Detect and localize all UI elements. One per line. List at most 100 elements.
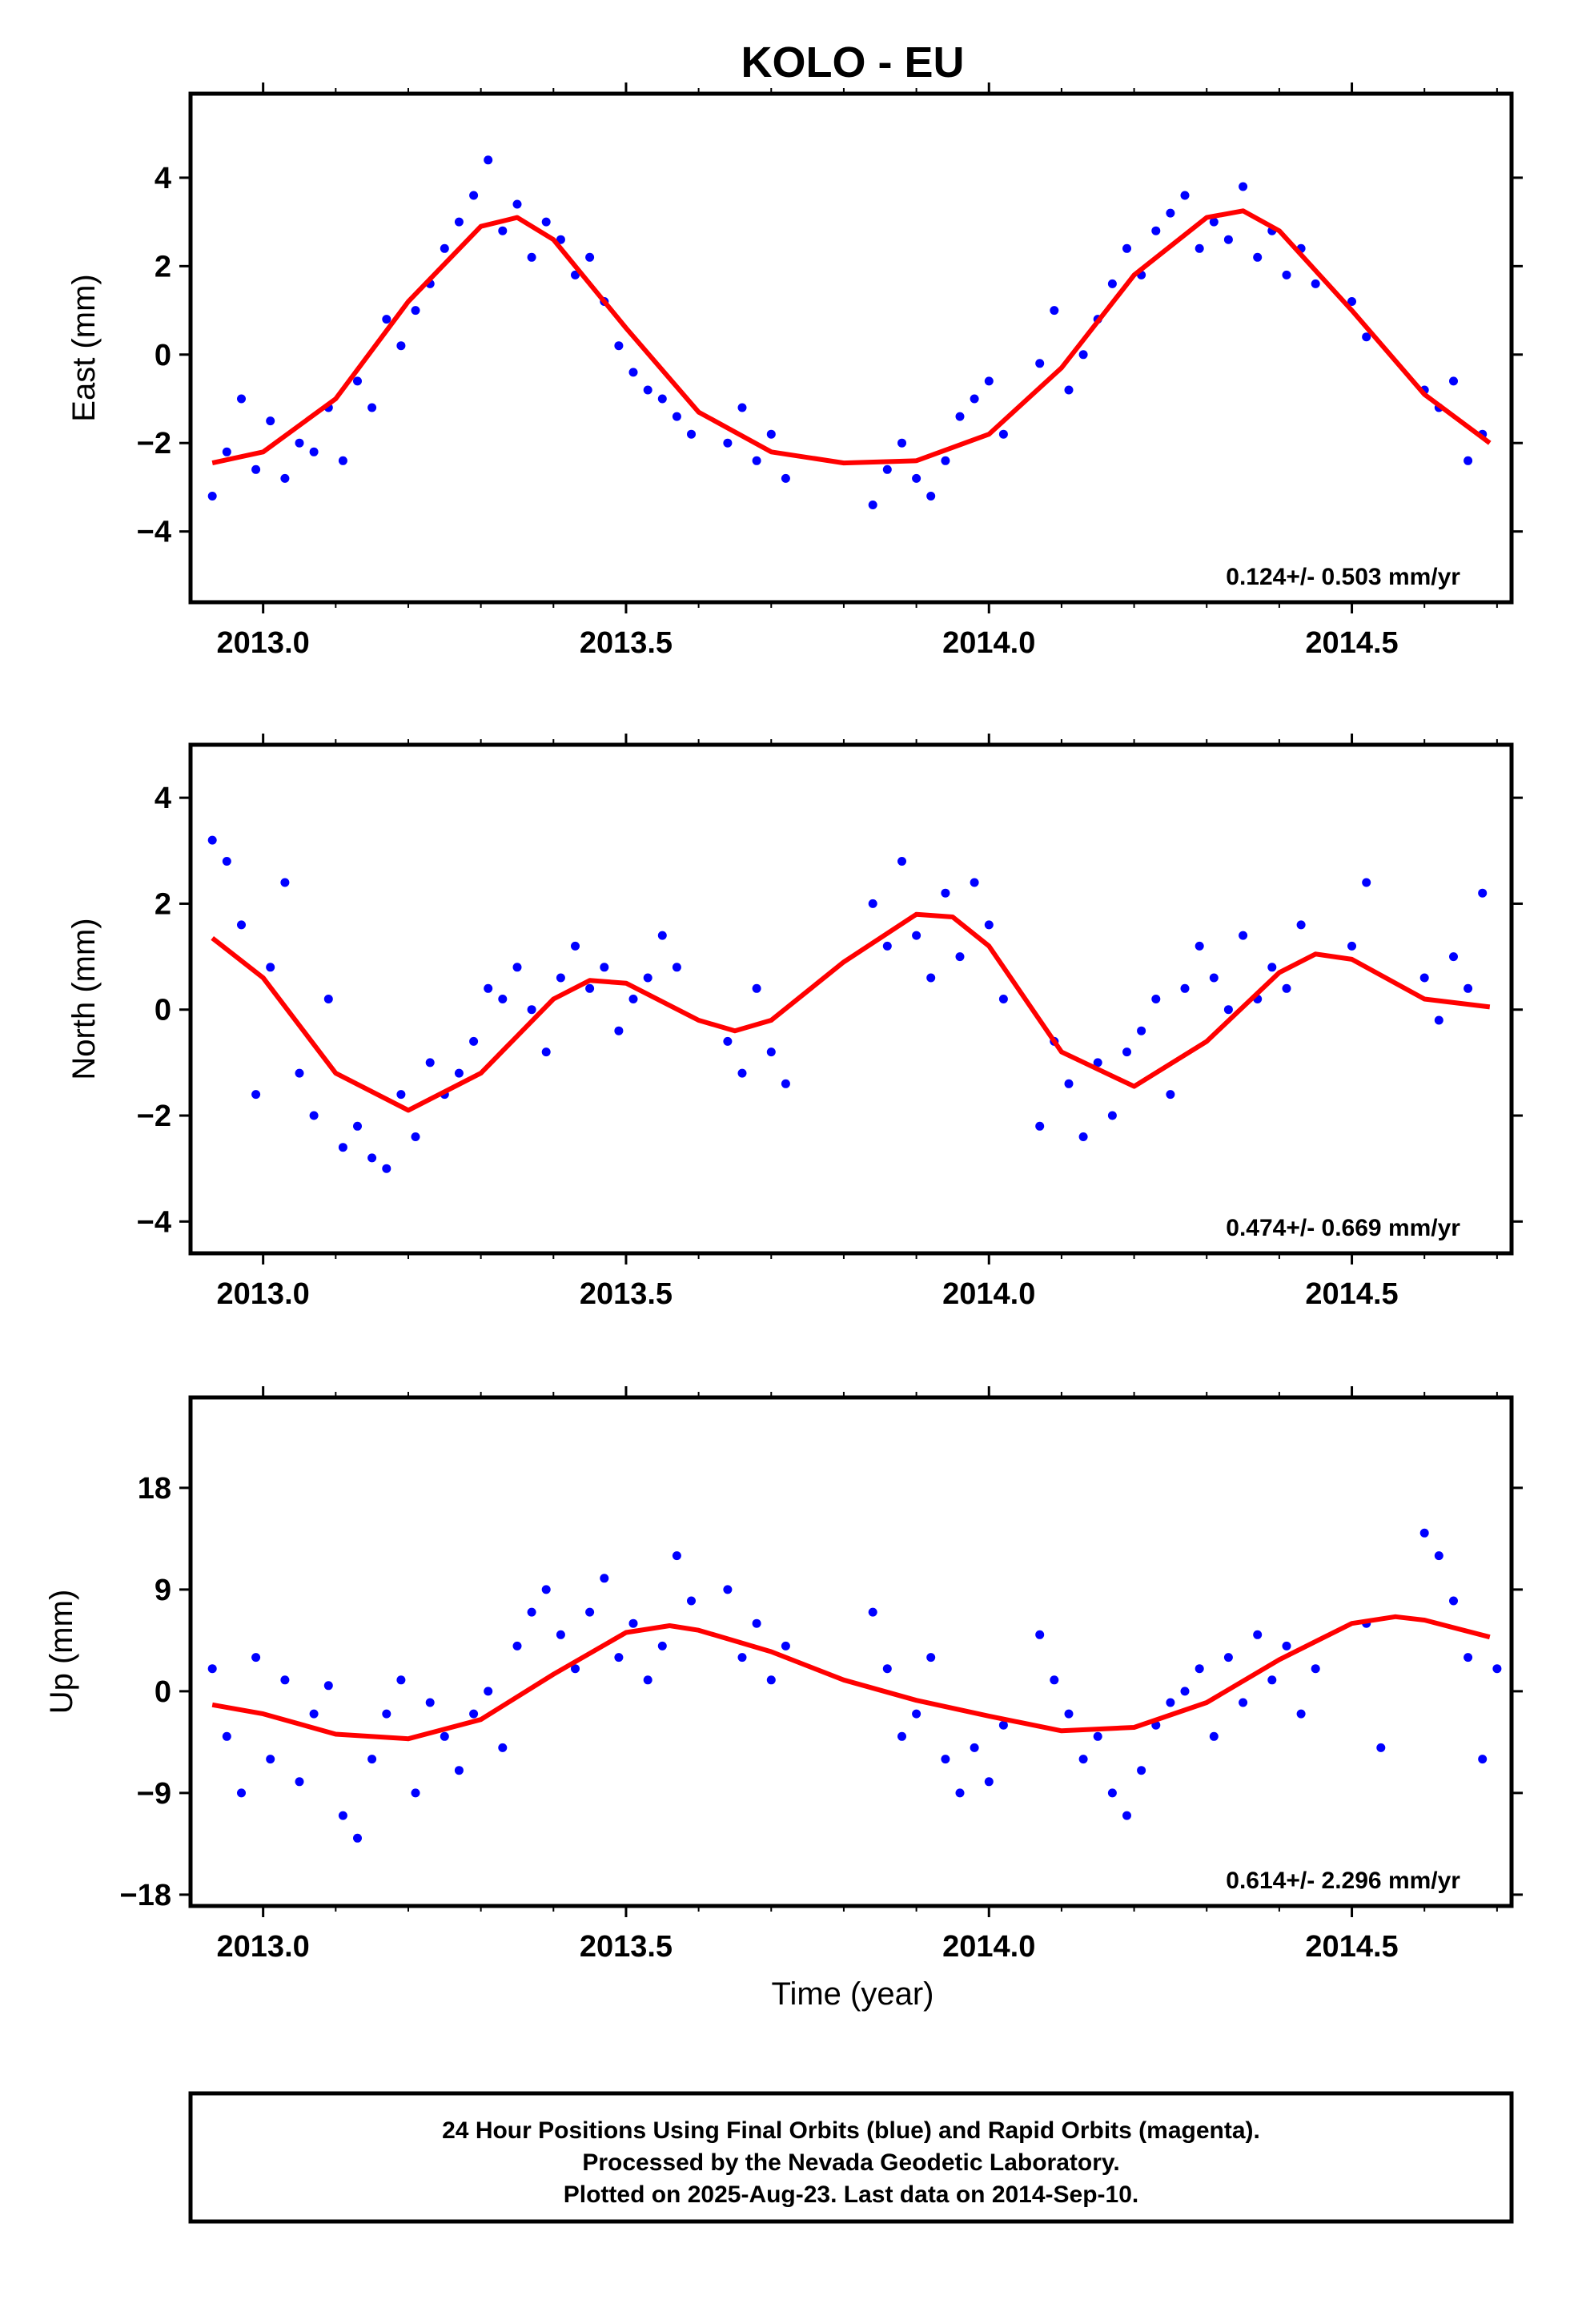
data-point [614, 1653, 624, 1663]
y-tick-label: 0 [155, 1675, 171, 1709]
data-point [1209, 1731, 1219, 1741]
data-point [926, 1653, 936, 1663]
data-point [998, 995, 1008, 1003]
data-point [1376, 1743, 1386, 1752]
data-point [323, 995, 333, 1003]
data-point [367, 403, 377, 412]
x-tick-label: 2014.5 [1305, 626, 1398, 660]
data-point [970, 878, 979, 887]
data-point [1151, 226, 1161, 235]
data-point [955, 412, 965, 421]
data-point [469, 191, 479, 200]
y-tick-label: 2 [155, 887, 171, 921]
data-point [657, 394, 667, 404]
y-tick-label: 0 [155, 339, 171, 372]
data-point [941, 1755, 950, 1764]
data-point [1223, 1653, 1233, 1663]
data-point [425, 1698, 435, 1707]
data-point [237, 1788, 246, 1798]
data-point [1296, 1709, 1306, 1719]
data-point [687, 429, 696, 439]
data-point [1464, 1653, 1473, 1663]
data-point [1449, 952, 1458, 962]
data-point [984, 376, 994, 386]
data-point [280, 878, 290, 887]
x-tick-label: 2013.5 [580, 1930, 673, 1964]
data-point [1449, 1596, 1458, 1606]
y-tick-label: 4 [155, 162, 171, 195]
data-point [1239, 1698, 1248, 1707]
data-point [998, 429, 1008, 439]
x-tick-label: 2013.5 [580, 1277, 673, 1311]
data-point [1107, 279, 1117, 288]
data-point [998, 1720, 1008, 1730]
footer-box: 24 Hour Positions Using Final Orbits (bl… [188, 2091, 1514, 2224]
data-point [723, 438, 733, 448]
data-point [1180, 191, 1190, 200]
data-point [353, 376, 362, 386]
data-point [882, 941, 892, 951]
data-point [926, 492, 936, 501]
data-point [1282, 1641, 1291, 1651]
data-point [1209, 217, 1219, 227]
data-point [1464, 983, 1473, 993]
east-panel: 2013.0 2013.5 2014.0 2014.5 4 2 0 −2 −4 East (mm)… [66, 82, 1523, 660]
data-point [207, 1664, 217, 1674]
data-point [1107, 1111, 1117, 1120]
data-point [571, 1664, 580, 1674]
y-tick-label: −4 [137, 516, 171, 549]
y-tick-label: 4 [155, 782, 171, 815]
data-point [527, 1005, 536, 1015]
data-point [1166, 1090, 1175, 1100]
x-tick-label: 2014.0 [942, 1930, 1035, 1964]
data-point [1078, 1755, 1088, 1764]
data-point [1166, 208, 1175, 218]
data-point [367, 1153, 377, 1163]
data-point [309, 447, 319, 456]
data-point [955, 1788, 965, 1798]
data-point [970, 1743, 979, 1752]
data-point [527, 1607, 536, 1617]
data-point [585, 1607, 595, 1617]
data-point [1195, 941, 1204, 951]
data-point [868, 1607, 877, 1617]
data-point [781, 1641, 790, 1651]
data-point [1151, 995, 1161, 1003]
data-point [657, 931, 667, 940]
data-point [498, 226, 508, 235]
data-point [556, 235, 565, 244]
model-fit-line [211, 1614, 1491, 1742]
data-point [251, 1653, 261, 1663]
data-point [614, 1026, 624, 1035]
data-point [657, 1641, 667, 1651]
data-point [585, 252, 595, 262]
plot-frame [188, 1395, 1514, 1908]
data-point [309, 1709, 319, 1719]
data-point [353, 1121, 362, 1131]
x-tick-label: 2013.5 [580, 626, 673, 660]
data-point [237, 920, 246, 930]
data-point [1035, 1630, 1045, 1639]
data-point [643, 385, 652, 395]
data-point [882, 1664, 892, 1674]
data-point [1223, 235, 1233, 244]
data-point [1362, 878, 1371, 887]
data-point [512, 1641, 522, 1651]
footer-line-1: 24 Hour Positions Using Final Orbits (bl… [442, 2117, 1260, 2144]
y-tick-label: 9 [155, 1574, 171, 1607]
data-point [1449, 376, 1458, 386]
data-point [512, 199, 522, 209]
data-point [941, 888, 950, 898]
data-point [737, 1068, 747, 1078]
data-point [1296, 920, 1306, 930]
data-point [672, 412, 681, 421]
data-point [1492, 1664, 1502, 1674]
data-point [454, 1068, 464, 1078]
data-point [1282, 270, 1291, 279]
data-point [222, 1731, 231, 1741]
data-point [338, 1811, 347, 1820]
data-point [251, 1090, 261, 1100]
data-point [411, 306, 420, 316]
data-point [454, 217, 464, 227]
data-point [382, 1164, 391, 1173]
